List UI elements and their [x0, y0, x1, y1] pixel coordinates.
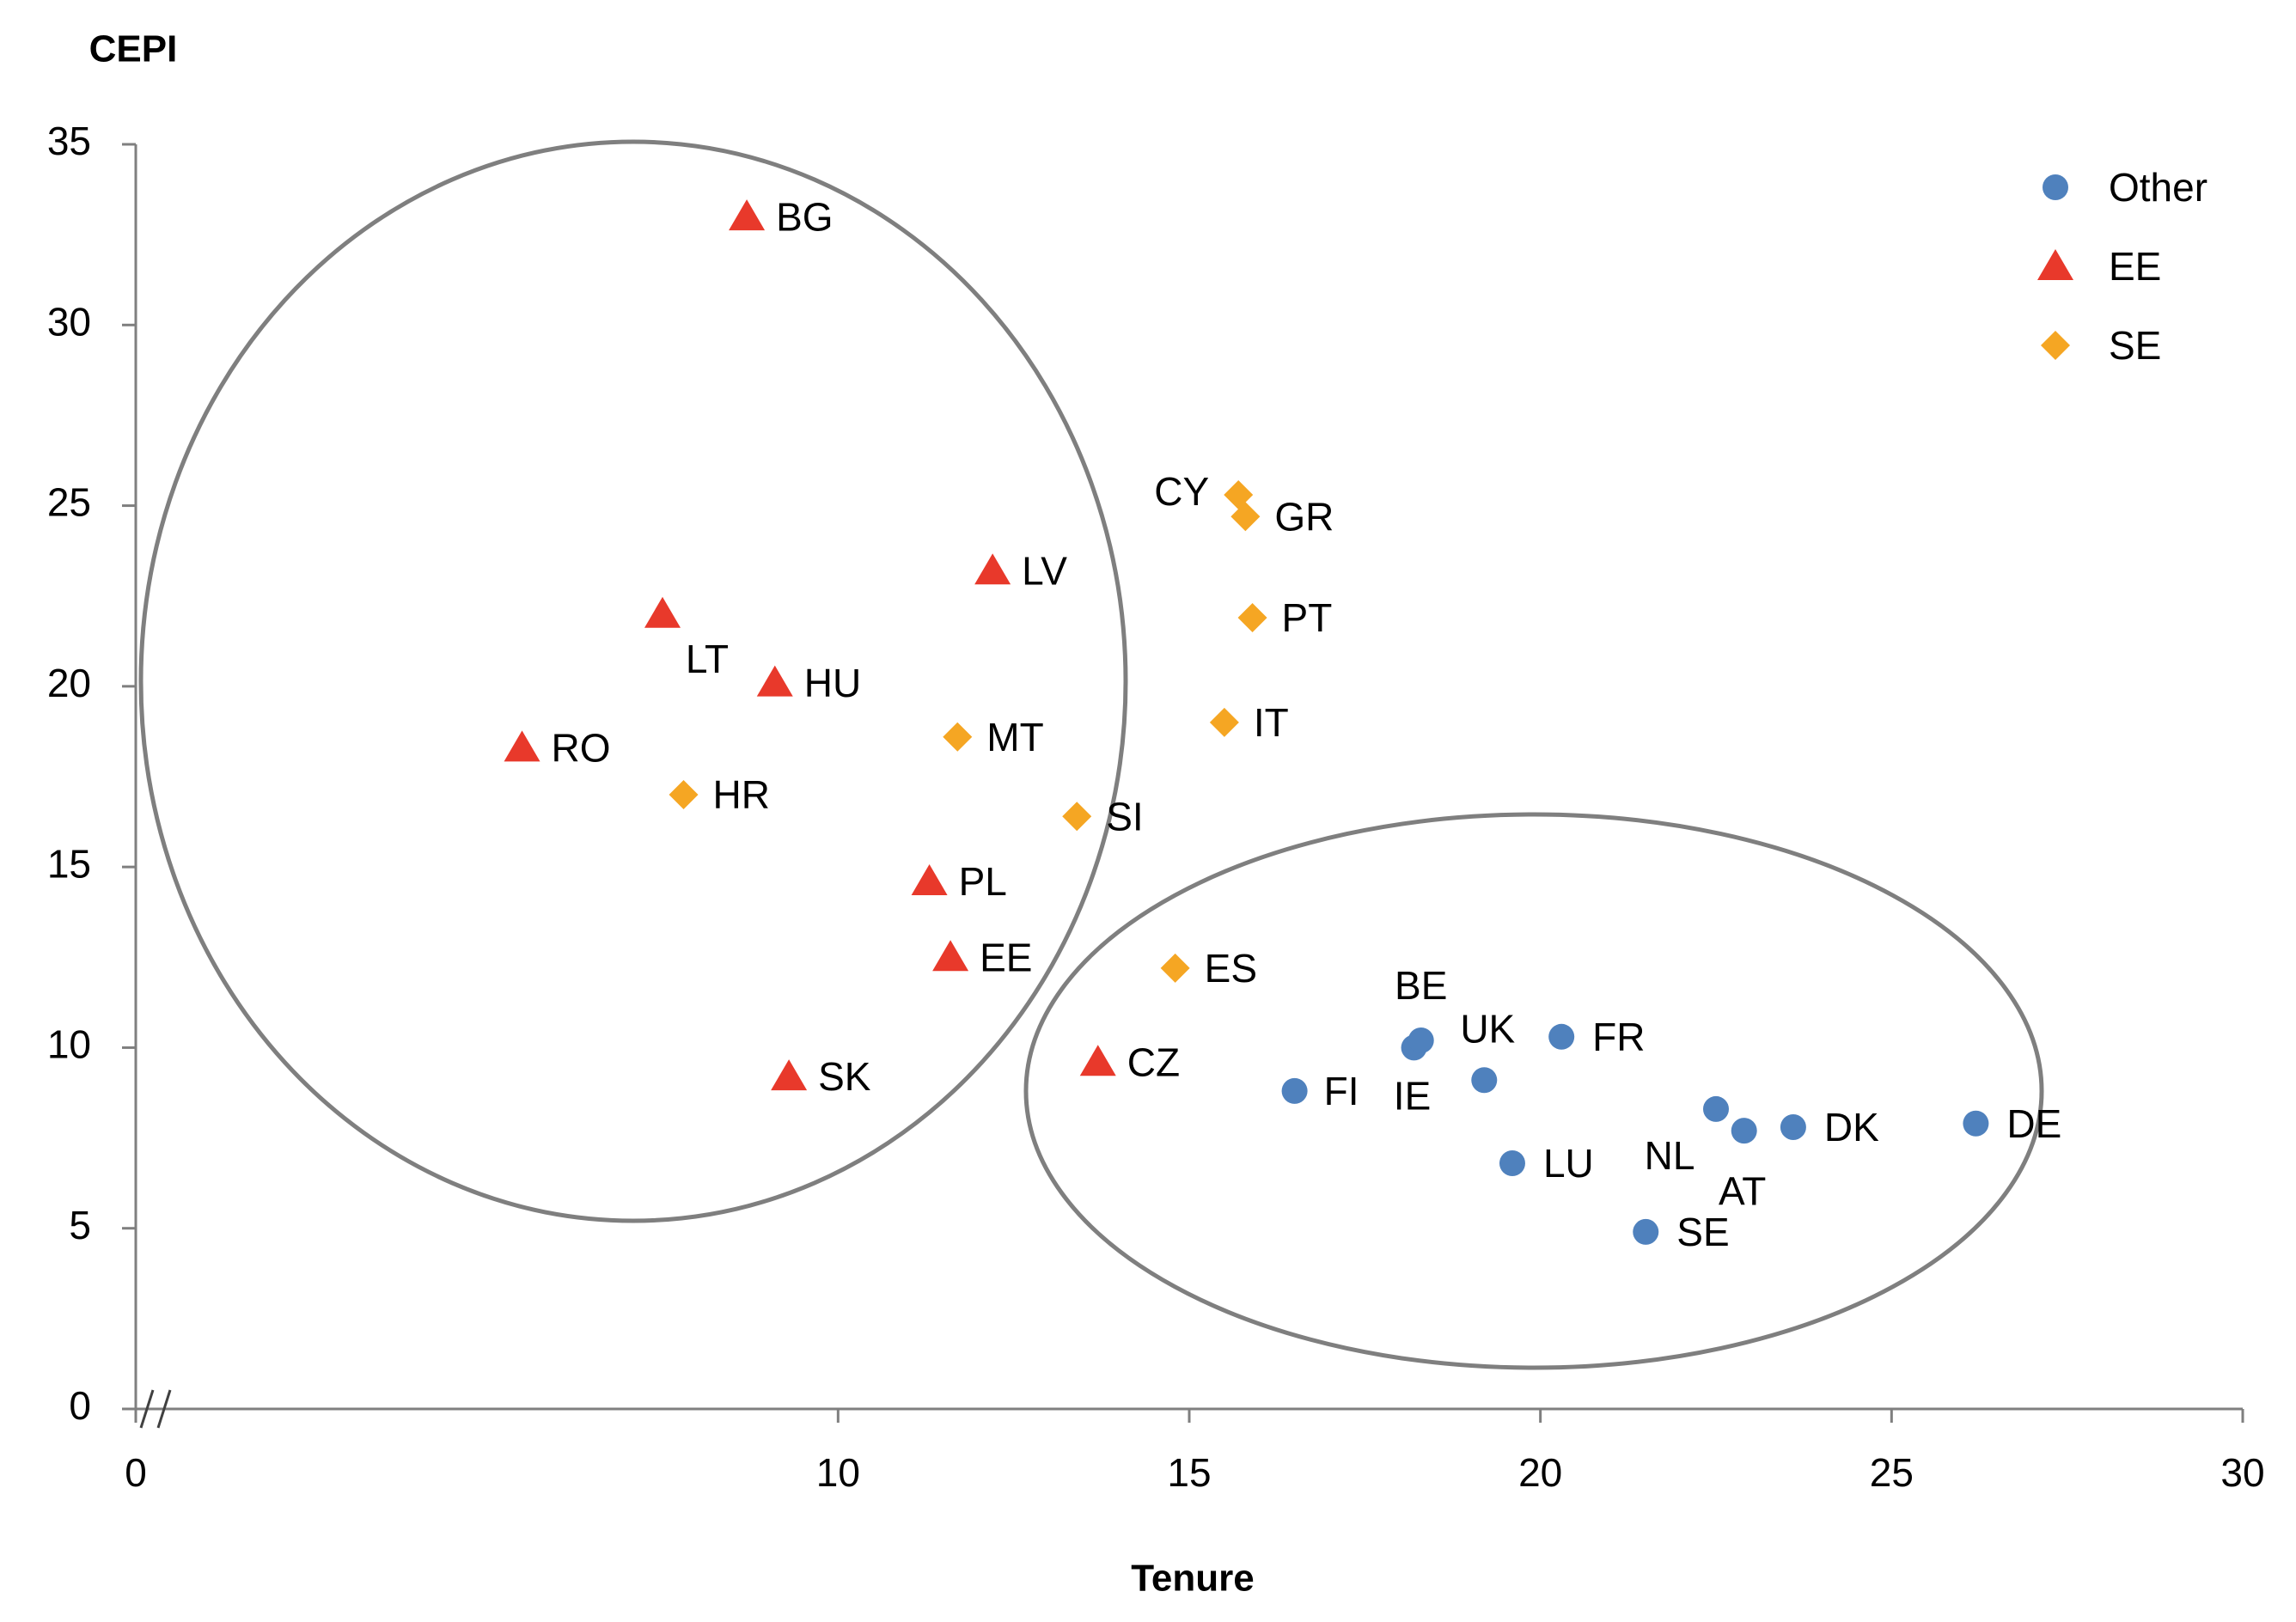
legend-marker-ee — [2037, 249, 2073, 280]
x-tick-label-25: 25 — [1870, 1450, 1914, 1495]
data-label-se-hr: HR — [713, 772, 770, 817]
data-point-other-uk — [1471, 1067, 1498, 1094]
x-tick-label-30: 30 — [2220, 1450, 2264, 1495]
y-tick-label-10: 10 — [47, 1022, 91, 1067]
data-label-se-gr: GR — [1274, 494, 1334, 539]
data-label-se-mt: MT — [986, 715, 1043, 759]
x-tick-label-20: 20 — [1518, 1450, 1562, 1495]
data-point-other-se — [1633, 1218, 1659, 1245]
y-tick-label-20: 20 — [47, 661, 91, 705]
legend-label-other: Other — [2109, 165, 2207, 210]
cluster-ellipse-other — [1023, 812, 2044, 1370]
data-label-ee-cz: CZ — [1127, 1040, 1180, 1084]
data-label-ee-lv: LV — [1022, 548, 1067, 593]
y-axis-title: CEPI — [89, 28, 178, 70]
data-point-ee-ee — [932, 940, 969, 972]
data-point-ee-pl — [911, 863, 948, 895]
data-label-se-cy: CY — [1154, 469, 1209, 514]
data-point-se-pt — [1237, 602, 1267, 632]
data-point-ee-cz — [1079, 1045, 1116, 1076]
data-label-se-it: IT — [1254, 700, 1289, 745]
data-point-ee-sk — [771, 1059, 808, 1091]
legend-label-se: SE — [2109, 323, 2161, 368]
x-axis-title: Tenure — [1131, 1558, 1254, 1600]
legend-marker-other — [2043, 174, 2068, 200]
data-label-se-es: ES — [1205, 946, 1257, 991]
data-point-se-gr — [1230, 502, 1261, 532]
data-label-ee-ee: EE — [980, 935, 1032, 979]
legend-label-ee: EE — [2109, 244, 2161, 289]
data-point-other-be — [1408, 1027, 1434, 1054]
x-tick-label-10: 10 — [816, 1450, 860, 1495]
data-point-other-de — [1963, 1110, 1989, 1137]
data-label-other-lu: LU — [1543, 1141, 1594, 1186]
y-tick-label-5: 5 — [69, 1203, 91, 1247]
y-tick-label-25: 25 — [47, 480, 91, 525]
data-label-other-ie: IE — [1394, 1074, 1431, 1119]
data-label-other-dk: DK — [1824, 1105, 1879, 1149]
data-label-ee-bg: BG — [776, 194, 833, 239]
data-point-other-nl — [1703, 1095, 1729, 1122]
data-point-ee-ro — [504, 730, 540, 762]
data-point-se-es — [1160, 953, 1190, 983]
x-tick-label-0: 0 — [125, 1450, 147, 1495]
cluster-ellipse-ee-se — [138, 139, 1128, 1223]
data-label-ee-hu: HU — [804, 661, 861, 705]
axis-break-mark — [156, 1389, 172, 1429]
y-tick-label-35: 35 — [47, 119, 91, 163]
data-label-ee-sk: SK — [818, 1054, 871, 1099]
data-label-ee-pl: PL — [959, 859, 1007, 904]
data-label-ee-ro: RO — [552, 726, 611, 771]
data-label-other-se: SE — [1676, 1210, 1729, 1254]
data-label-other-be: BE — [1395, 963, 1447, 1008]
data-point-se-hr — [669, 780, 699, 810]
data-point-se-cy — [1224, 479, 1254, 509]
data-point-other-lu — [1499, 1150, 1525, 1177]
data-point-se-si — [1062, 802, 1092, 832]
data-point-other-fr — [1548, 1023, 1575, 1050]
data-point-ee-bg — [729, 199, 766, 231]
x-tick-label-15: 15 — [1167, 1450, 1211, 1495]
data-label-ee-lt: LT — [686, 637, 729, 681]
data-point-se-it — [1209, 707, 1239, 737]
data-point-other-dk — [1780, 1113, 1806, 1140]
data-point-ee-hu — [756, 665, 793, 697]
data-point-other-at — [1731, 1118, 1757, 1144]
data-label-other-nl: NL — [1645, 1133, 1695, 1178]
y-tick-label-15: 15 — [47, 841, 91, 886]
data-point-ee-lt — [644, 596, 681, 628]
data-label-other-de: DE — [2006, 1101, 2061, 1146]
data-label-other-uk: UK — [1460, 1006, 1515, 1051]
y-tick-label-0: 0 — [69, 1383, 91, 1428]
data-point-ee-lv — [974, 553, 1011, 585]
axis-break-mark — [139, 1389, 155, 1429]
data-point-other-fi — [1281, 1077, 1308, 1104]
data-label-other-fr: FR — [1592, 1015, 1645, 1059]
legend-marker-se — [2041, 331, 2070, 360]
data-label-other-fi: FI — [1324, 1069, 1359, 1113]
data-label-se-pt: PT — [1282, 595, 1333, 640]
y-tick-label-30: 30 — [47, 299, 91, 344]
data-point-se-mt — [943, 722, 973, 752]
data-label-se-si: SI — [1106, 794, 1143, 838]
data-label-other-at: AT — [1719, 1168, 1766, 1213]
